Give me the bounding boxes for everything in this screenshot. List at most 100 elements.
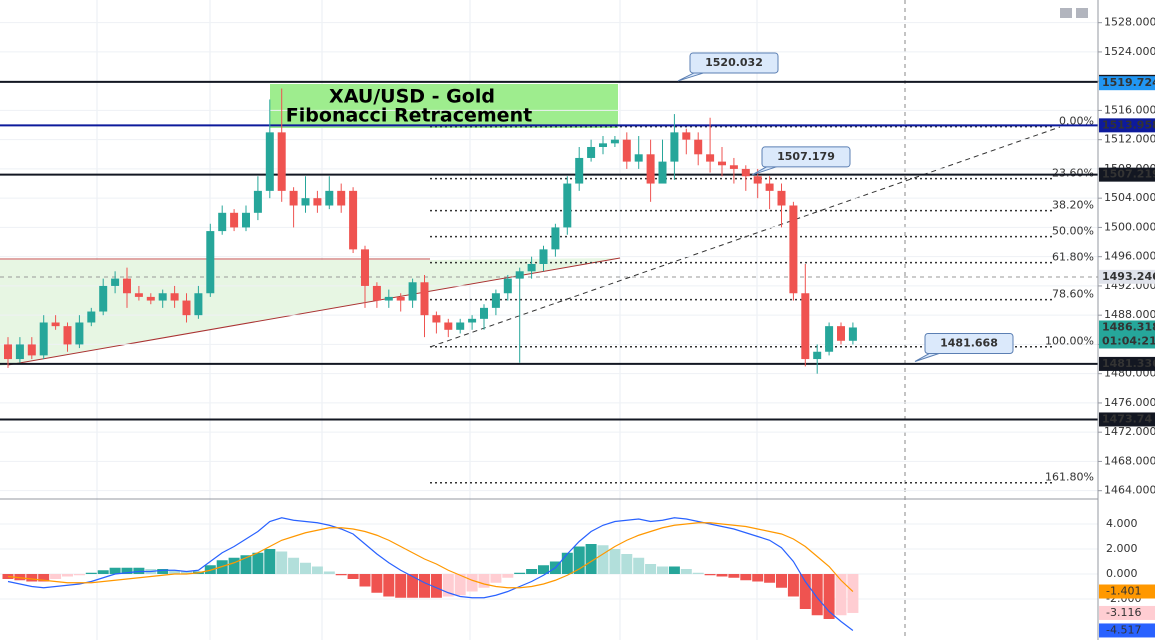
histogram-bar xyxy=(633,557,645,574)
callout-label: 1481.668 xyxy=(940,336,998,349)
candle-body xyxy=(539,249,548,264)
candle-body xyxy=(456,322,465,330)
price-tag xyxy=(1099,167,1155,182)
candle-body xyxy=(182,300,191,316)
candle-body xyxy=(134,293,143,297)
candle-body xyxy=(468,318,477,323)
histogram-bar xyxy=(252,552,264,574)
histogram-bar xyxy=(169,570,181,574)
histogram-bar xyxy=(454,574,466,596)
candle-body xyxy=(146,296,155,301)
histogram-bar xyxy=(62,574,73,577)
price-tag-label: 1519.724 xyxy=(1102,76,1155,89)
candle-body xyxy=(753,176,762,184)
histogram-bar xyxy=(85,572,97,574)
histogram-bar xyxy=(419,574,430,598)
price-tag-label: 1481.336 xyxy=(1102,357,1155,370)
histogram-bar xyxy=(288,557,300,574)
histogram-bar xyxy=(228,557,240,574)
histogram-bar xyxy=(181,571,192,574)
candle-body xyxy=(277,132,286,191)
y-tick-label: 4.000 xyxy=(1106,517,1138,530)
fib-label: 50.00% xyxy=(1052,225,1094,238)
histogram-bar xyxy=(573,546,585,574)
fib-label: 61.80% xyxy=(1052,251,1094,264)
histogram-bar xyxy=(466,574,478,592)
candle-body xyxy=(587,146,596,158)
fib-label: 78.60% xyxy=(1052,288,1094,301)
fib-label: 161.80% xyxy=(1045,471,1094,484)
y-tick-label: 1528.000 xyxy=(1104,16,1155,29)
fib-label: 100.00% xyxy=(1045,335,1094,348)
candle-body xyxy=(349,190,358,250)
candle-body xyxy=(361,249,369,286)
price-tag-label: 1493.246 xyxy=(1102,270,1155,283)
candle-body xyxy=(99,285,108,312)
histogram-bar xyxy=(359,574,371,587)
histogram-bar xyxy=(668,566,680,574)
candle-body xyxy=(634,154,643,162)
price-tag-label: 1507.219 xyxy=(1102,168,1155,181)
candle-body xyxy=(194,293,203,316)
price-tag-label: 1513.958 xyxy=(1102,118,1155,131)
y-tick-label: 1468.000 xyxy=(1104,454,1155,467)
macd-line xyxy=(7,517,854,631)
histogram-bar xyxy=(538,565,549,574)
histogram-bar xyxy=(407,574,419,598)
indicator-tag xyxy=(1099,605,1155,620)
y-tick-label: 1472.000 xyxy=(1104,425,1155,438)
indicator-tag-label: -4.517 xyxy=(1106,623,1141,636)
candle-body xyxy=(480,307,488,319)
candle-body xyxy=(63,326,72,345)
candle-body xyxy=(289,190,298,206)
histogram-bar xyxy=(347,574,359,579)
candle-body xyxy=(4,344,12,360)
histogram-bar xyxy=(621,554,633,574)
axis-layer: 1464.0001468.0001472.0001476.0001480.000… xyxy=(1098,16,1155,638)
candle-body xyxy=(372,285,381,301)
candle-body xyxy=(658,161,667,184)
candle-body xyxy=(670,132,679,162)
candle-body xyxy=(646,154,655,184)
candle-body xyxy=(813,351,822,360)
countdown: 01:04:21 xyxy=(1102,334,1155,347)
histogram-bar xyxy=(430,574,442,598)
candle-body xyxy=(599,143,607,147)
histogram-bar xyxy=(97,570,109,574)
histogram-bar xyxy=(657,566,668,574)
callout-box xyxy=(924,332,1014,354)
candle-body xyxy=(765,183,774,191)
candle-body xyxy=(111,278,120,286)
histogram-bar xyxy=(478,574,490,588)
candle-body xyxy=(253,190,262,213)
histogram-bar xyxy=(799,574,811,609)
y-tick-label: 1464.000 xyxy=(1104,484,1155,497)
candle-body xyxy=(789,205,798,294)
candle-body xyxy=(15,344,24,360)
histogram-bar xyxy=(383,574,395,597)
histogram-bar xyxy=(335,574,347,576)
candle-body xyxy=(777,190,786,206)
histogram-bar xyxy=(585,544,597,574)
candle-body xyxy=(706,154,715,162)
candle-body xyxy=(313,198,322,206)
price-tag xyxy=(1099,269,1155,284)
candle-body xyxy=(694,139,703,155)
title: XAU/USD - Gold xyxy=(329,86,495,108)
indicator-tag xyxy=(1099,623,1155,638)
candle-body xyxy=(206,231,215,294)
candle-body xyxy=(408,282,417,301)
toolbar-icons[interactable] xyxy=(1060,8,1088,18)
y-tick-label: 2.000 xyxy=(1106,542,1138,555)
candle-body xyxy=(265,132,274,191)
y-tick-label: 1476.000 xyxy=(1104,396,1155,409)
histogram-bar xyxy=(609,549,621,574)
candle-body xyxy=(420,282,429,316)
indicator-tag-label: -3.116 xyxy=(1106,606,1141,619)
candle-body xyxy=(39,322,48,356)
y-tick-label: 1524.000 xyxy=(1104,45,1155,58)
histogram-bar xyxy=(823,574,835,619)
candle-body xyxy=(503,278,512,294)
callout-box xyxy=(761,146,851,168)
